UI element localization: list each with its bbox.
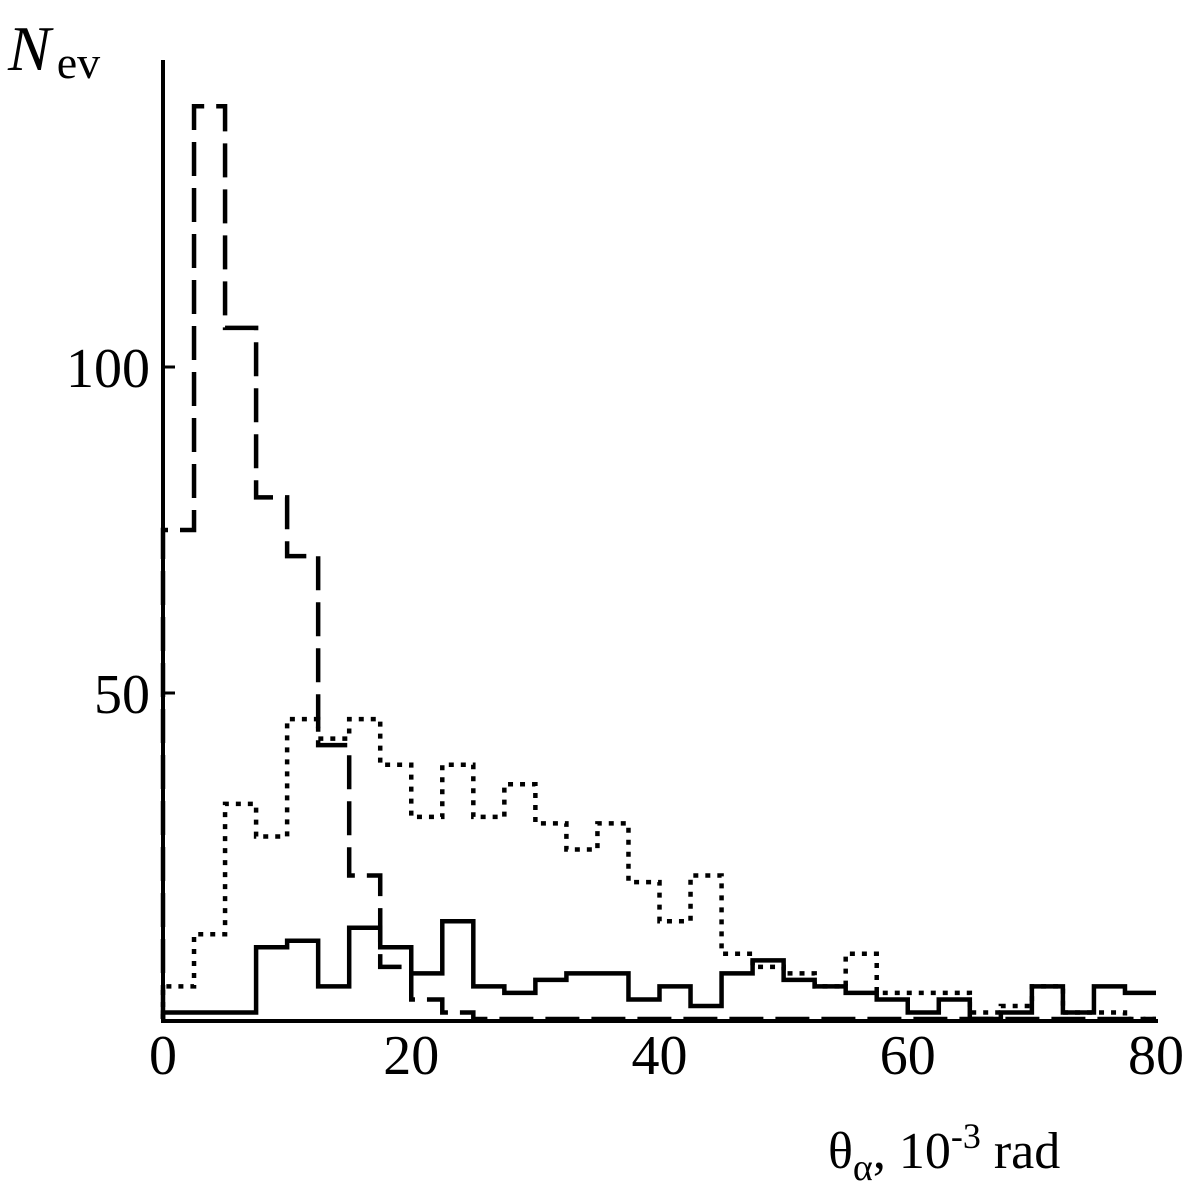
x-axis-title-symbol: θ bbox=[828, 1123, 853, 1180]
x-axis-title-unit: rad bbox=[981, 1123, 1060, 1180]
x-axis-title: θα, 10-3 rad bbox=[828, 1116, 1060, 1189]
x-tick-label: 20 bbox=[383, 1025, 439, 1087]
series-solid-histogram bbox=[160, 918, 1156, 1022]
y-axis-title-main: N bbox=[7, 13, 54, 84]
x-axis-title-rest: , 10 bbox=[873, 1123, 951, 1180]
x-tick-label: 0 bbox=[149, 1025, 177, 1087]
x-tick-label: 60 bbox=[880, 1025, 936, 1087]
x-tick-label: 80 bbox=[1128, 1025, 1184, 1087]
y-tick-label: 50 bbox=[94, 664, 150, 726]
x-axis-title-sub: α bbox=[853, 1147, 873, 1189]
x-axis-title-exp: -3 bbox=[951, 1116, 981, 1156]
ticks-layer: 0 20 40 60 80 50 100 bbox=[66, 338, 1184, 1087]
series-dotted-histogram bbox=[160, 716, 1156, 1022]
y-tick-label: 100 bbox=[66, 338, 150, 400]
series-layer bbox=[160, 103, 1156, 1022]
y-axis-title-sub: ev bbox=[57, 37, 100, 88]
x-tick-label: 40 bbox=[632, 1025, 688, 1087]
